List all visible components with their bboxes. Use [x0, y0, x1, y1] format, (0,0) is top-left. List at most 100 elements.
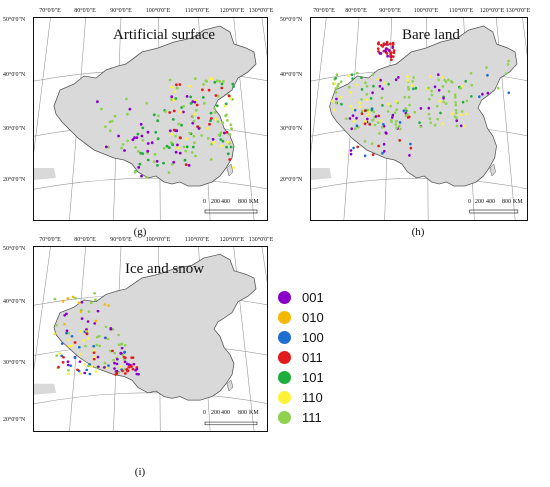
- sample-point: [477, 95, 481, 99]
- sample-point: [197, 127, 201, 130]
- lon-label: 120°0'0"E: [479, 8, 505, 14]
- lat-label: 50°0'0"N: [3, 246, 26, 252]
- sample-point: [193, 141, 196, 145]
- sample-point: [192, 119, 196, 123]
- sample-point: [226, 152, 230, 156]
- sample-point: [428, 97, 431, 101]
- legend-label: 100: [302, 330, 324, 345]
- scale-bar: [204, 421, 258, 426]
- sample-point: [464, 79, 468, 83]
- sample-point: [441, 76, 444, 79]
- sample-point: [103, 303, 107, 306]
- sample-point: [171, 118, 175, 121]
- sample-point: [96, 355, 100, 359]
- sample-point: [348, 117, 352, 120]
- sample-point: [133, 170, 137, 174]
- legend-swatch: [278, 291, 291, 304]
- map-svg-h: [311, 18, 527, 220]
- sample-point: [224, 114, 228, 118]
- sample-point: [459, 86, 462, 90]
- sample-point: [113, 351, 117, 355]
- sample-point: [126, 369, 130, 372]
- sample-point: [459, 113, 463, 117]
- sample-point: [89, 301, 93, 304]
- sample-point: [128, 363, 131, 366]
- sample-point: [140, 134, 144, 138]
- sample-point: [229, 145, 233, 149]
- sample-point: [465, 99, 469, 103]
- sample-point: [358, 105, 362, 109]
- sample-point: [444, 80, 448, 84]
- sample-point: [409, 142, 412, 146]
- sample-point: [363, 154, 367, 158]
- sample-point: [170, 85, 174, 89]
- sample-point: [115, 362, 119, 366]
- sample-point: [209, 111, 213, 115]
- sample-point: [135, 136, 139, 139]
- sample-point: [220, 86, 224, 90]
- sample-point: [371, 73, 375, 76]
- sample-point: [74, 297, 77, 300]
- sample-point: [335, 97, 338, 101]
- sample-point: [219, 138, 223, 141]
- sample-point: [134, 146, 137, 149]
- sample-point: [189, 102, 193, 105]
- sample-point: [77, 345, 81, 349]
- sample-point: [405, 109, 408, 113]
- sample-point: [352, 146, 355, 150]
- sample-point: [146, 149, 150, 153]
- sample-point: [141, 126, 145, 130]
- sample-point: [136, 132, 140, 136]
- lon-label: 110°0'0"E: [184, 8, 210, 14]
- sample-point: [94, 370, 98, 373]
- sample-point: [377, 42, 380, 46]
- sample-point: [191, 115, 194, 119]
- sample-point: [228, 133, 232, 137]
- sample-point: [506, 63, 510, 66]
- sample-point: [447, 78, 450, 82]
- sample-point: [377, 144, 380, 148]
- sample-point: [378, 51, 382, 55]
- sample-point: [146, 158, 150, 162]
- sample-point: [363, 122, 367, 126]
- sample-point: [171, 143, 175, 147]
- scale-bar: [204, 209, 258, 214]
- map-title: Ice and snow: [125, 261, 205, 277]
- legend-label: 001: [302, 290, 324, 305]
- sample-point: [350, 73, 354, 77]
- sample-point: [156, 119, 160, 123]
- sample-point: [100, 107, 103, 111]
- sample-point: [156, 164, 159, 167]
- sample-point: [358, 101, 362, 105]
- sample-point: [123, 360, 127, 364]
- sample-point: [150, 141, 154, 145]
- sample-point: [121, 354, 125, 357]
- sample-point: [404, 107, 407, 110]
- sample-point: [84, 344, 87, 348]
- sample-point: [221, 121, 225, 125]
- sample-point: [210, 117, 213, 120]
- sample-point: [399, 127, 402, 131]
- sample-point: [386, 54, 389, 58]
- sample-point: [127, 365, 131, 369]
- lon-label: 130°0'0"E: [248, 8, 274, 14]
- sample-point: [410, 84, 414, 87]
- sample-point: [215, 104, 219, 108]
- sample-point: [92, 357, 96, 361]
- sample-point: [65, 312, 68, 316]
- sample-point: [368, 123, 372, 126]
- sample-point: [336, 85, 339, 88]
- sample-point: [92, 344, 96, 348]
- sample-point: [403, 95, 407, 99]
- sample-point: [113, 114, 117, 118]
- sample-point: [117, 134, 120, 138]
- map-svg-i: [34, 247, 267, 431]
- lat-label: 20°0'0"N: [3, 177, 26, 183]
- sample-point: [117, 333, 121, 337]
- sample-point: [87, 337, 90, 340]
- sample-point: [53, 297, 57, 301]
- sample-point: [178, 151, 182, 155]
- sample-point: [204, 79, 208, 83]
- sample-point: [201, 96, 205, 99]
- sample-point: [216, 120, 220, 124]
